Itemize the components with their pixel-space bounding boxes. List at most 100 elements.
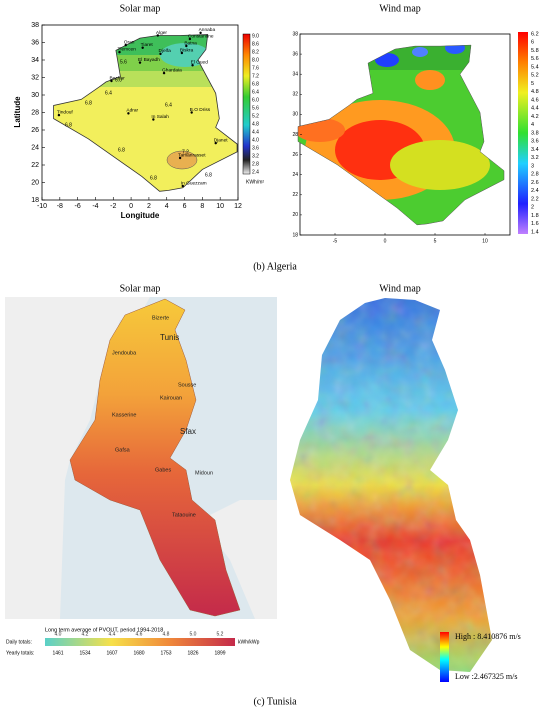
city-label: Bizerte <box>152 315 169 321</box>
algeria-outline <box>53 34 238 192</box>
solar-colorbar <box>242 33 251 175</box>
legend-daily: 4.8 <box>163 631 170 637</box>
colorbar-label: 2.4 <box>531 188 539 194</box>
y-tick-label: 18 <box>292 232 298 238</box>
panel-title: Solar map <box>120 283 161 294</box>
colorbar-label: 6.4 <box>252 89 259 95</box>
panel-title: Wind map <box>379 3 421 14</box>
city-label: B.O Driss <box>190 107 211 113</box>
neighbor-land <box>200 500 277 619</box>
city-dot <box>191 64 194 67</box>
panel-title: Solar map <box>120 3 161 14</box>
city-dot <box>199 31 202 35</box>
contour-label: 5.6 <box>120 59 127 65</box>
colorbar-label: 4.8 <box>531 89 539 95</box>
city-dot <box>180 51 184 55</box>
city-label: Tamanrasset <box>178 152 206 158</box>
x-tick-label: 6 <box>183 203 187 210</box>
y-tick-label: 20 <box>292 212 298 218</box>
x-tick-label: 0 <box>384 238 387 244</box>
y-tick-label: 32 <box>292 92 298 98</box>
city-label: Alger <box>156 30 168 36</box>
x-tick-label: -2 <box>110 203 116 210</box>
city-label: Ghardaia <box>162 67 182 73</box>
colorbar-label: 7.2 <box>252 73 259 79</box>
colorbar-label: 5.6 <box>531 56 539 62</box>
y-tick-label: 28 <box>31 109 39 116</box>
colorbar-label: 2.8 <box>531 172 539 178</box>
colorbar-label: 5.4 <box>531 64 539 70</box>
city-label: Tlemcen <box>118 46 137 52</box>
colorbar-label: 6.8 <box>252 81 259 87</box>
y-axis-label: Latitude <box>13 96 22 128</box>
y-tick-label: 36 <box>292 51 298 57</box>
legend-yearly: 1534 <box>79 650 90 656</box>
city-label: Jendouba <box>112 350 137 356</box>
legend-title: Long term average of PVOUT, period 1994-… <box>45 627 163 633</box>
city-label: Adrar <box>126 108 138 114</box>
city-label: Tiaret <box>141 42 154 48</box>
y-tick-label: 22 <box>292 192 298 198</box>
y-tick-label: 36 <box>31 39 39 46</box>
colorbar-label: 3.2 <box>531 155 539 161</box>
x-tick-label: -10 <box>37 203 47 210</box>
colorbar-label: 3.4 <box>531 147 539 153</box>
colorbar-label: 5.8 <box>531 48 539 54</box>
colorbar-label: 1.8 <box>531 213 539 219</box>
city-dot <box>190 111 193 114</box>
x-axis-label: Longitude <box>121 211 160 220</box>
colorbar-label: 6.2 <box>531 31 539 37</box>
x-tick-label: -6 <box>75 203 81 210</box>
y-tick-label: 32 <box>31 74 39 81</box>
city-label: Midoun <box>195 470 213 476</box>
x-tick-label: -4 <box>92 203 98 210</box>
legend-unit: kWh/kWp <box>238 639 260 645</box>
colorbar-label: 4.6 <box>531 97 539 103</box>
x-tick-label: -8 <box>57 203 63 210</box>
contour-label: 6.4 <box>105 90 112 96</box>
legend-yearly: 1753 <box>160 650 171 656</box>
city-dot <box>156 34 160 37</box>
y-tick-label: 22 <box>31 162 39 169</box>
city-label: Oran <box>124 39 135 45</box>
city-label: Sousse <box>178 382 196 388</box>
city-label: Tataouine <box>172 512 196 518</box>
legend-label: Daily totals: <box>6 639 32 645</box>
panel-title: Wind map <box>379 283 421 294</box>
colorbar-label: 4.8 <box>252 121 259 127</box>
legend-yearly: 1826 <box>187 650 198 656</box>
y-tick-label: 38 <box>31 22 39 29</box>
colorbar-label: 2.2 <box>531 196 539 202</box>
contour-label: 6.8 <box>150 175 157 181</box>
contour-label: 7.2 <box>182 149 189 155</box>
y-tick-label: 24 <box>292 172 298 178</box>
colorbar-label: 3.6 <box>531 139 539 145</box>
contour-label: 6.8 <box>65 122 72 128</box>
colorbar-label: 5.6 <box>252 105 259 111</box>
colorbar-label: 4.0 <box>252 137 259 143</box>
texts: Solar map Wind map (b) Algeria Solar map… <box>6 3 521 707</box>
colorbar-label: 5.2 <box>531 73 539 79</box>
y-tick-label: 26 <box>31 127 39 134</box>
y-tick-label: 28 <box>292 132 298 138</box>
algeria-outline <box>297 44 505 226</box>
contour-label: 6.8 <box>205 172 212 178</box>
city-label: Djelfa <box>158 48 171 54</box>
wind-high: High : 8.410876 m/s <box>455 632 521 641</box>
city-dot <box>141 46 144 49</box>
wind-legend-bar <box>440 632 449 682</box>
city-dot <box>57 113 61 117</box>
colorbar-label: 3.2 <box>252 153 259 159</box>
pvout-colorbar <box>45 638 235 646</box>
city-dot <box>118 50 121 54</box>
wind-texture <box>290 298 492 672</box>
x-tick-label: -5 <box>333 238 338 244</box>
x-tick-label: 0 <box>129 203 133 210</box>
city-label: Tindouf <box>57 109 73 115</box>
colorbar-label: 6 <box>531 40 534 46</box>
tunisia-solar-map <box>69 298 241 617</box>
wind-low: Low :2.467325 m/s <box>455 672 517 681</box>
city-label: Biskra <box>180 47 194 53</box>
contour-label: 6.8 <box>118 147 125 153</box>
